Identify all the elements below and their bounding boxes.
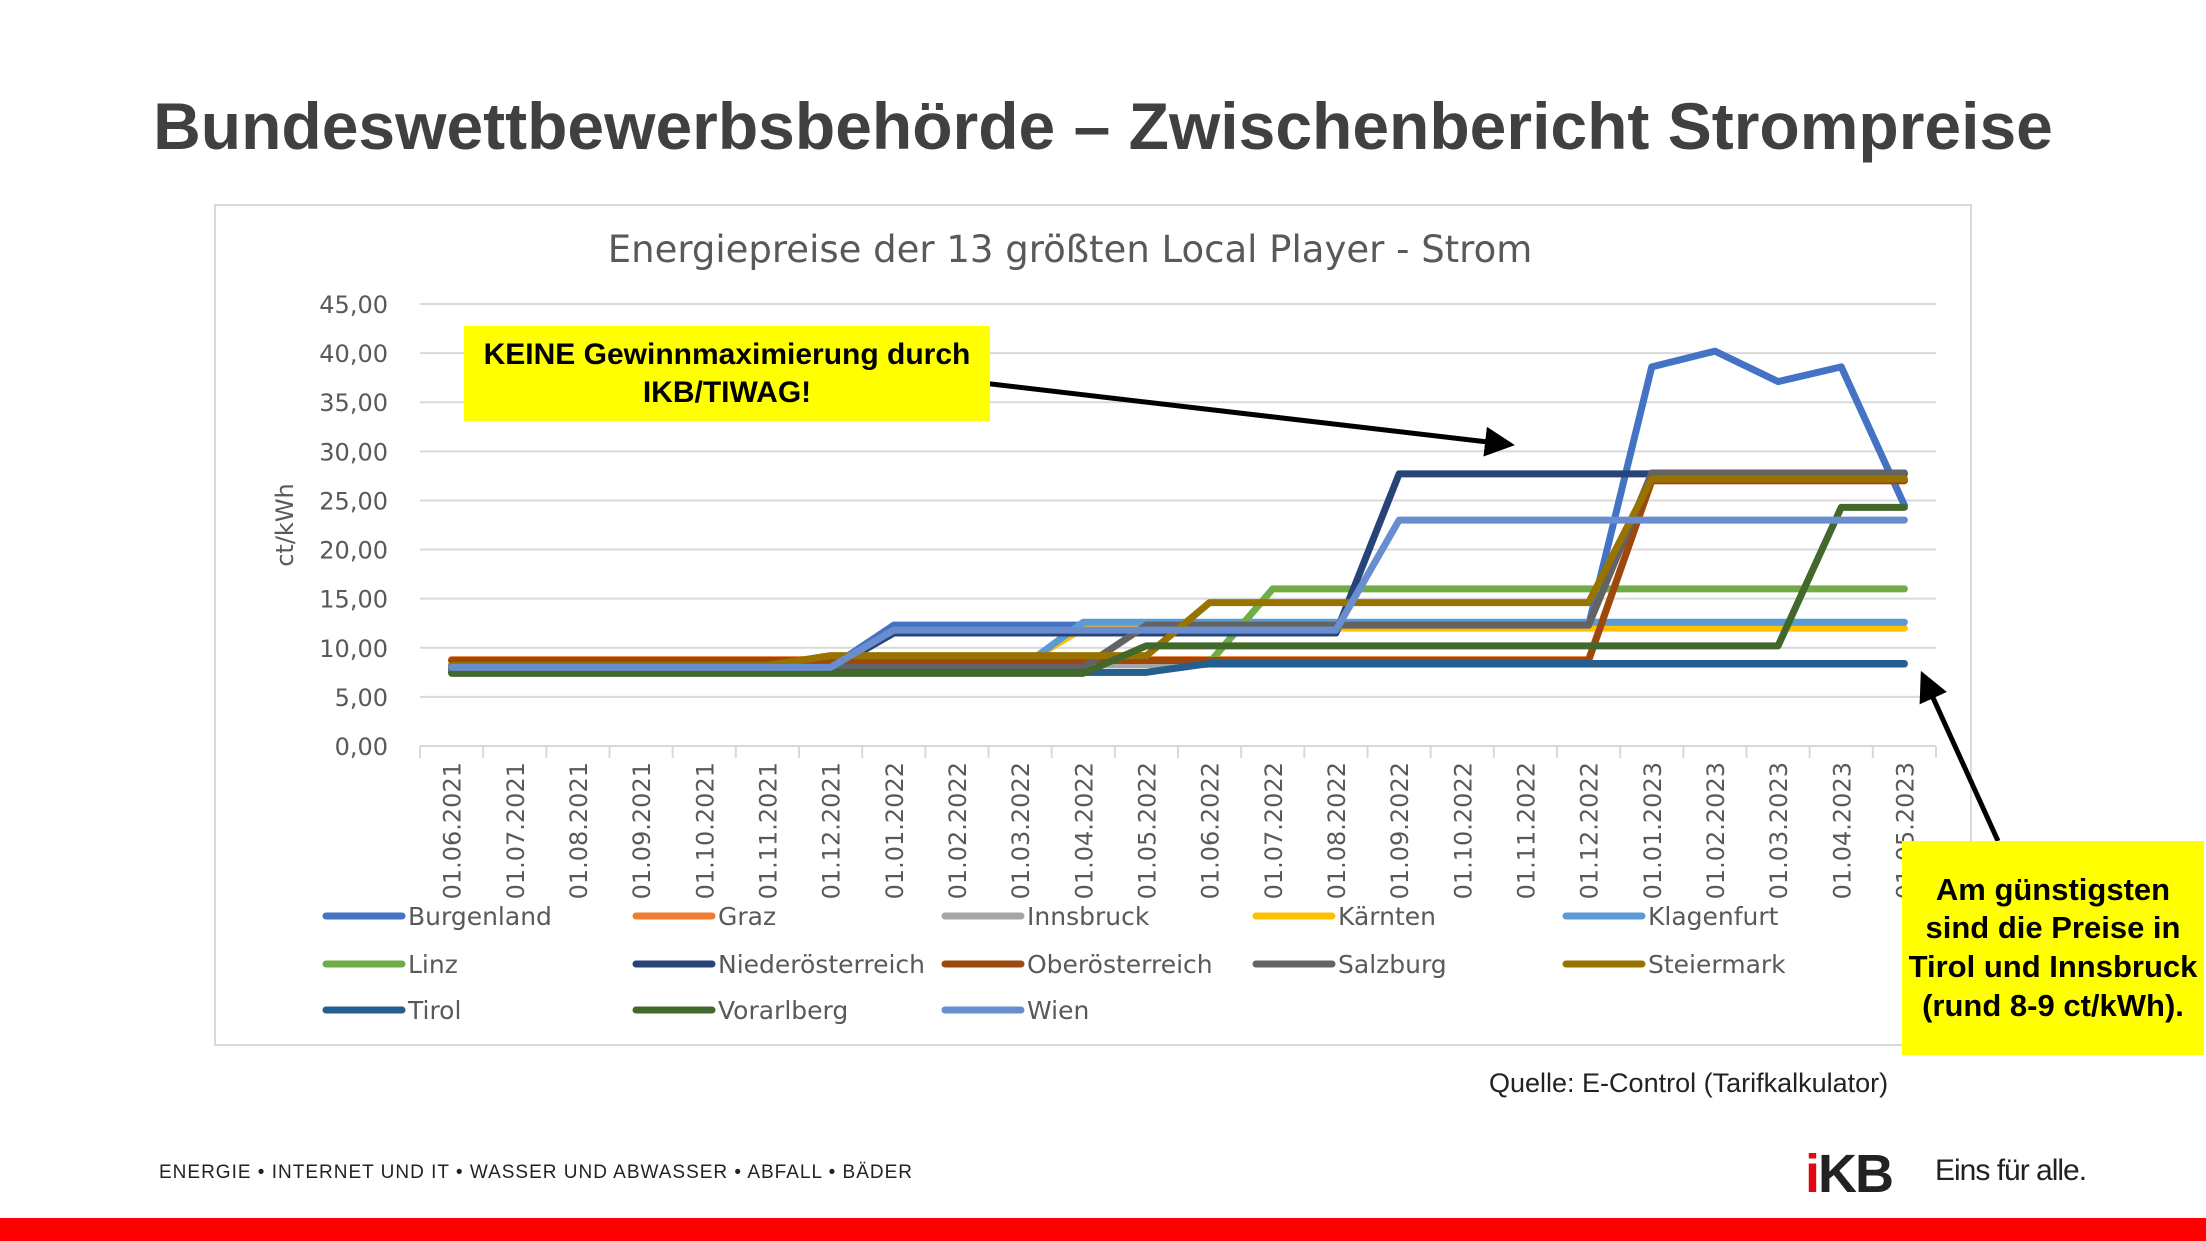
slogan: Eins für alle. (1935, 1154, 2087, 1187)
x-tick-label: 01.03.2023 (1765, 762, 1793, 899)
legend-label: Graz (718, 902, 776, 931)
y-tick-label: 40,00 (319, 340, 388, 368)
y-axis-label: ct/kWh (271, 483, 299, 567)
legend-label: Linz (408, 950, 458, 979)
x-tick-label: 01.11.2021 (754, 762, 782, 899)
x-tick-label: 01.10.2021 (691, 762, 719, 899)
x-tick-label: 01.04.2022 (1070, 762, 1098, 899)
arrow-icon (1919, 670, 2001, 843)
x-tick-label: 01.07.2021 (502, 762, 530, 899)
series-line-steiermark (448, 475, 1908, 669)
x-tick-label: 01.11.2022 (1512, 762, 1540, 899)
arrow-icon (956, 377, 1515, 457)
legend-label: Burgenland (408, 902, 552, 931)
series-line-vorarlberg (448, 503, 1908, 677)
y-tick-label: 5,00 (335, 684, 388, 712)
series-line-salzburg (448, 469, 1908, 671)
legend-label: Vorarlberg (718, 996, 848, 1025)
x-tick-label: 01.08.2021 (565, 762, 593, 899)
legend-label: Niederösterreich (718, 950, 925, 979)
legend-label: Tirol (407, 996, 461, 1025)
x-tick-label: 01.05.2022 (1133, 762, 1161, 899)
x-tick-label: 01.12.2022 (1576, 762, 1604, 899)
y-tick-label: 10,00 (319, 635, 388, 663)
legend-label: Klagenfurt (1648, 902, 1779, 931)
y-tick-label: 0,00 (335, 733, 388, 761)
footer-services: ENERGIE • INTERNET UND IT • WASSER UND A… (159, 1162, 913, 1183)
y-tick-label: 20,00 (319, 537, 388, 565)
x-tick-label: 01.02.2022 (944, 762, 972, 899)
legend-label: Salzburg (1338, 950, 1447, 979)
x-tick-label: 01.09.2022 (1386, 762, 1414, 899)
annotation-cheapest-prices: Am günstigsten sind die Preise in Tirol … (1902, 841, 2204, 1055)
annotation-no-profit-maximization: KEINE Gewinnmaximierung durch IKB/TIWAG! (464, 326, 990, 421)
annotation-text: Am günstigsten sind die Preise in Tirol … (1908, 871, 2198, 1023)
x-tick-label: 01.02.2023 (1702, 762, 1730, 899)
legend-label: Steiermark (1648, 950, 1786, 979)
y-tick-label: 45,00 (319, 291, 388, 319)
series-line-niederösterreich (448, 470, 1908, 673)
legend-label: Oberösterreich (1027, 950, 1213, 979)
x-tick-label: 01.01.2023 (1639, 762, 1667, 899)
chart-title: Energiepreise der 13 größten Local Playe… (608, 228, 1533, 271)
y-tick-label: 15,00 (319, 586, 388, 614)
legend-label: Kärnten (1338, 902, 1436, 931)
x-tick-label: 01.06.2021 (439, 762, 467, 899)
ikb-logo: iKB (1805, 1144, 1894, 1204)
x-tick-label: 01.04.2023 (1828, 762, 1856, 899)
slide-title: Bundeswettbewerbsbehörde – Zwischenberic… (153, 89, 2053, 163)
footer-red-bar (0, 1218, 2206, 1241)
x-tick-label: 01.09.2021 (628, 762, 656, 899)
series-line-wien (448, 516, 1908, 671)
y-tick-label: 25,00 (319, 487, 388, 515)
y-tick-label: 35,00 (319, 389, 388, 417)
legend-label: Innsbruck (1027, 902, 1150, 931)
y-tick-label: 30,00 (319, 438, 388, 466)
x-tick-label: 01.07.2022 (1260, 762, 1288, 899)
source-note: Quelle: E-Control (Tarifkalkulator) (1489, 1068, 1889, 1098)
legend-label: Wien (1027, 996, 1089, 1025)
chart-frame (214, 204, 1972, 1046)
x-tick-label: 01.06.2022 (1197, 762, 1225, 899)
x-tick-label: 01.10.2022 (1449, 762, 1477, 899)
annotation-text: KEINE Gewinnmaximierung durch IKB/TIWAG! (483, 338, 971, 409)
x-tick-label: 01.01.2022 (881, 762, 909, 899)
x-tick-label: 01.12.2021 (818, 762, 846, 899)
x-tick-label: 01.03.2022 (1007, 762, 1035, 899)
x-tick-label: 01.08.2022 (1323, 762, 1351, 899)
